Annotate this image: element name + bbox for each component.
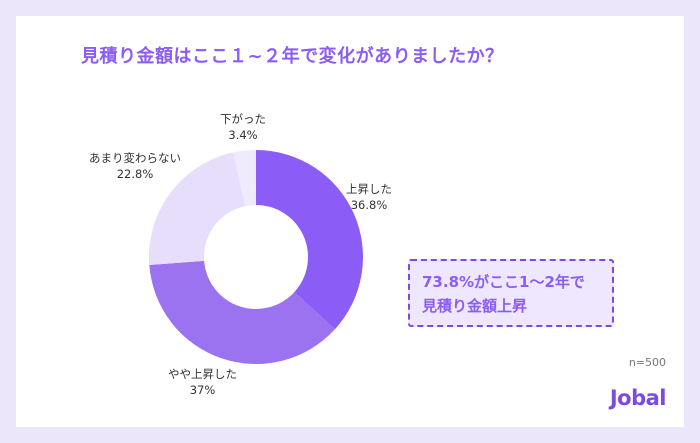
jobal-logo: Jobal <box>609 386 667 410</box>
slice-slightly-rising <box>149 260 335 364</box>
slice-category-unchanged: あまり変わらない <box>89 151 181 165</box>
sample-size-label: n=500 <box>628 356 666 369</box>
slice-value-decreased: 3.4% <box>228 128 258 142</box>
slice-label-unchanged: あまり変わらない 22.8% <box>89 150 181 182</box>
summary-callout: 73.8%がここ1～2年で 見積り金額上昇 <box>408 259 614 327</box>
slice-label-rising: 上昇した 36.8% <box>346 181 392 213</box>
slice-label-decreased: 下がった 3.4% <box>220 111 266 143</box>
slice-value-unchanged: 22.8% <box>116 167 154 181</box>
slice-category-slightly-rising: やや上昇した <box>168 367 237 381</box>
callout-line-2: 見積り金額上昇 <box>422 297 528 315</box>
slice-rising <box>256 150 364 330</box>
slice-label-slightly-rising: やや上昇した 37% <box>168 366 237 398</box>
slice-unchanged <box>149 152 245 266</box>
slice-decreased <box>233 150 256 207</box>
slice-category-rising: 上昇した <box>346 182 392 196</box>
chart-card: 見積り金額はここ１~２年で変化がありましたか？ 上昇した 36.8% やや上昇し… <box>16 16 684 427</box>
slice-category-decreased: 下がった <box>220 112 266 126</box>
slice-value-rising: 36.8% <box>350 198 388 212</box>
slice-value-slightly-rising: 37% <box>189 383 216 397</box>
chart-title: 見積り金額はここ１~２年で変化がありましたか？ <box>81 46 504 67</box>
callout-line-1: 73.8%がここ1～2年で <box>422 273 585 291</box>
donut-chart <box>149 150 364 364</box>
